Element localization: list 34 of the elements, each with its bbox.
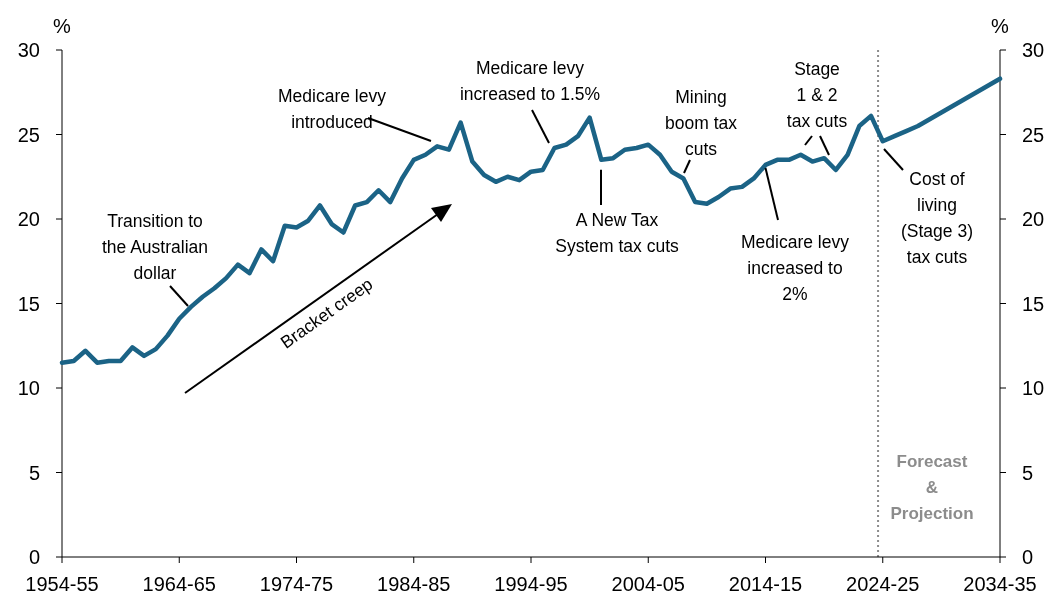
y2-tick-label: 20 (1022, 208, 1045, 230)
y-tick-label: 15 (17, 292, 40, 315)
annotation: Forecast & Projection (890, 452, 974, 523)
y2-tick-label: 5 (1022, 461, 1034, 484)
annotation: A New Tax System tax cuts (555, 210, 679, 256)
annotation: Transition to the Australian dollar (101, 211, 209, 283)
y-tick-label: 0 (28, 546, 40, 568)
y2-tick-label: 0 (1022, 546, 1034, 568)
annotation: Cost of living (Stage 3) tax cuts (901, 169, 973, 267)
y-tick-label: 5 (28, 461, 40, 484)
y2-tick-label: 30 (1022, 39, 1045, 61)
x-tick-label: 1984-85 (377, 573, 451, 595)
annotation: Mining boom tax cuts (665, 87, 738, 159)
y-tick-label: 25 (17, 123, 40, 146)
x-tick-label: 1974-75 (259, 573, 334, 595)
annotation: Medicare levy increased to 2% (741, 232, 850, 304)
x-tick-label: 1964-65 (142, 573, 216, 595)
y-tick-label: 10 (17, 377, 40, 399)
x-tick-label: 1994-95 (494, 573, 568, 595)
x-tick-label: 2024-25 (846, 573, 920, 595)
x-tick-label: 2014-15 (728, 573, 803, 595)
y2-axis-title: % (991, 15, 1010, 37)
y2-tick-label: 10 (1022, 377, 1045, 399)
x-tick-label: 2034-35 (963, 573, 1037, 595)
y2-tick-label: 25 (1022, 123, 1045, 146)
annotation: Medicare levy increased to 1.5% (459, 58, 601, 104)
annotation: Stage 1 & 2 tax cuts (786, 59, 848, 131)
y2-tick-label: 15 (1022, 292, 1045, 315)
x-tick-label: 2004-05 (611, 573, 685, 595)
y-tick-label: 20 (17, 208, 40, 230)
x-tick-label: 1954-55 (25, 573, 99, 595)
y-axis-title: % (53, 15, 72, 37)
annotation: Medicare levy introduced (278, 86, 387, 132)
y-tick-label: 30 (17, 39, 40, 61)
